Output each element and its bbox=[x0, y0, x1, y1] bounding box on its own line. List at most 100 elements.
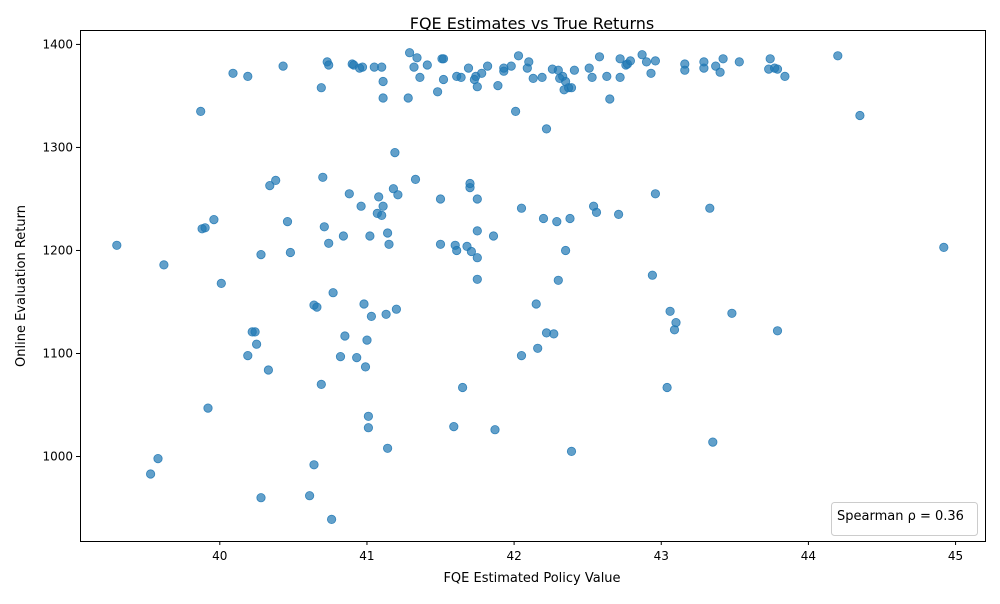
data-point bbox=[615, 72, 625, 83]
data-point bbox=[278, 61, 288, 71]
data-point bbox=[449, 421, 459, 432]
data-point bbox=[566, 446, 577, 456]
data-point bbox=[637, 50, 647, 60]
data-point bbox=[553, 275, 563, 285]
data-point bbox=[650, 56, 661, 66]
data-point bbox=[203, 403, 213, 413]
data-point bbox=[488, 231, 499, 241]
data-point bbox=[516, 203, 527, 213]
data-point bbox=[734, 57, 744, 67]
data-point bbox=[647, 270, 658, 280]
data-point bbox=[482, 61, 493, 71]
y-tick-label: 1400 bbox=[42, 37, 73, 51]
data-point bbox=[338, 231, 348, 241]
data-point bbox=[613, 209, 624, 219]
data-point bbox=[271, 175, 281, 185]
data-point bbox=[324, 238, 334, 248]
data-point bbox=[328, 288, 338, 298]
x-axis-label: FQE Estimated Policy Value bbox=[443, 571, 620, 586]
data-point bbox=[360, 362, 371, 372]
data-point bbox=[513, 51, 524, 61]
data-point bbox=[490, 425, 500, 435]
data-point bbox=[316, 379, 326, 389]
x-tick-label: 42 bbox=[506, 549, 521, 563]
data-point bbox=[252, 339, 262, 349]
data-point bbox=[159, 260, 169, 270]
data-point bbox=[378, 93, 388, 103]
data-point bbox=[438, 74, 449, 85]
data-point bbox=[772, 326, 783, 336]
data-point bbox=[472, 82, 482, 92]
data-point bbox=[711, 61, 721, 71]
data-point bbox=[646, 68, 656, 78]
data-point bbox=[216, 278, 226, 288]
data-point bbox=[833, 51, 843, 61]
data-point bbox=[465, 178, 475, 189]
data-point bbox=[566, 83, 577, 93]
x-tick-label: 45 bbox=[948, 549, 963, 563]
data-point bbox=[531, 299, 541, 309]
data-point bbox=[650, 189, 661, 199]
data-point bbox=[680, 65, 690, 75]
data-point bbox=[457, 382, 468, 393]
spearman-annotation: Spearman ρ = 0.36 bbox=[837, 509, 964, 524]
data-point bbox=[528, 73, 538, 84]
data-point bbox=[625, 56, 636, 66]
data-point bbox=[435, 194, 446, 204]
data-point bbox=[318, 172, 328, 182]
data-point bbox=[393, 190, 403, 200]
data-point bbox=[146, 469, 156, 479]
data-point bbox=[374, 192, 384, 202]
data-point bbox=[412, 53, 422, 63]
data-point bbox=[403, 93, 413, 103]
y-tick-label: 1000 bbox=[42, 450, 73, 464]
data-point bbox=[377, 62, 387, 72]
data-point bbox=[382, 228, 393, 238]
points-layer bbox=[112, 48, 949, 525]
data-point bbox=[591, 207, 602, 217]
data-point bbox=[780, 71, 790, 82]
data-point bbox=[708, 437, 718, 447]
data-point bbox=[285, 247, 295, 258]
data-point bbox=[282, 217, 293, 227]
data-point bbox=[472, 253, 482, 263]
data-point bbox=[384, 239, 394, 249]
data-point bbox=[228, 68, 238, 78]
data-point bbox=[391, 304, 401, 314]
data-point bbox=[196, 106, 206, 117]
data-point bbox=[422, 60, 432, 70]
data-point bbox=[516, 350, 527, 361]
data-point bbox=[352, 352, 362, 363]
data-point bbox=[365, 231, 375, 241]
data-point bbox=[665, 306, 675, 316]
data-point bbox=[472, 274, 482, 284]
data-point bbox=[265, 181, 275, 191]
data-point bbox=[533, 343, 543, 353]
data-point bbox=[256, 493, 266, 503]
plot-frame bbox=[80, 30, 986, 542]
data-point bbox=[435, 239, 446, 249]
data-point bbox=[662, 382, 672, 393]
data-point bbox=[366, 311, 376, 321]
data-point bbox=[409, 62, 419, 72]
data-point bbox=[594, 52, 605, 62]
data-point bbox=[356, 201, 366, 211]
data-point bbox=[432, 87, 443, 97]
data-point bbox=[363, 423, 373, 433]
data-point bbox=[359, 299, 369, 309]
chart-title: FQE Estimates vs True Returns bbox=[410, 14, 654, 33]
data-point bbox=[415, 72, 425, 83]
data-point bbox=[256, 250, 266, 260]
data-point bbox=[671, 317, 681, 328]
data-point bbox=[605, 94, 615, 104]
data-point bbox=[390, 148, 400, 158]
data-point bbox=[718, 54, 728, 64]
data-point bbox=[381, 309, 391, 319]
data-point bbox=[243, 350, 253, 361]
data-point bbox=[705, 203, 715, 213]
data-point bbox=[538, 213, 549, 224]
data-point bbox=[466, 246, 476, 257]
x-tick-label: 43 bbox=[654, 549, 669, 563]
data-point bbox=[699, 57, 709, 67]
